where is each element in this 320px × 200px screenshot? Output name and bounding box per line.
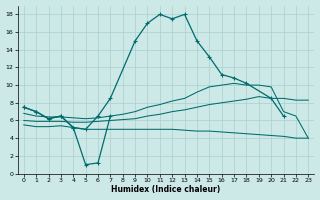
- X-axis label: Humidex (Indice chaleur): Humidex (Indice chaleur): [111, 185, 221, 194]
